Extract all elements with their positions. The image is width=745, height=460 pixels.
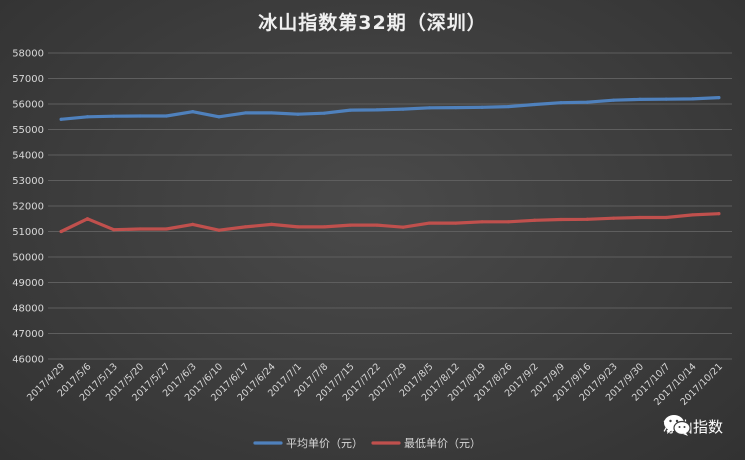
watermark: 冰山指数 (663, 413, 723, 439)
data-point (506, 220, 510, 224)
data-point (717, 212, 721, 216)
data-point (664, 97, 668, 101)
data-point (717, 96, 721, 100)
data-point (112, 114, 116, 118)
data-point (454, 221, 458, 225)
data-point (217, 115, 221, 119)
data-point (138, 227, 142, 231)
y-tick-label: 51000 (12, 227, 44, 238)
data-point (243, 111, 247, 115)
data-point (85, 115, 90, 119)
data-point (401, 225, 405, 229)
y-tick-label: 48000 (12, 304, 44, 315)
data-point (533, 218, 537, 222)
data-point (85, 217, 90, 221)
data-point (59, 229, 63, 234)
data-point (638, 215, 642, 220)
data-point (296, 112, 300, 116)
data-point (59, 117, 63, 121)
data-point (112, 228, 116, 232)
data-point (296, 225, 300, 229)
legend-label: 平均单价（元） (286, 437, 363, 450)
data-point (270, 111, 274, 115)
data-point (322, 225, 326, 229)
data-point (585, 217, 589, 221)
data-point (506, 104, 510, 109)
y-tick-label: 46000 (12, 355, 44, 366)
y-tick-label: 54000 (12, 151, 44, 162)
data-point (585, 100, 589, 104)
y-tick-label: 57000 (12, 74, 44, 85)
data-point (164, 114, 168, 118)
data-point (533, 102, 537, 107)
data-point (164, 227, 168, 231)
data-point (217, 228, 221, 232)
data-point (270, 222, 274, 226)
data-point (690, 213, 695, 217)
data-point (427, 106, 432, 110)
y-tick-label: 58000 (12, 49, 44, 60)
data-point (191, 222, 195, 226)
data-point (138, 114, 142, 118)
series-line-2 (59, 212, 721, 234)
data-point (559, 217, 563, 222)
y-tick-label: 47000 (12, 329, 44, 340)
data-point (348, 108, 353, 112)
data-point (191, 110, 195, 114)
data-point (638, 97, 642, 102)
legend-label: 最低单价（元） (404, 437, 481, 450)
y-tick-label: 56000 (12, 100, 44, 111)
data-point (375, 223, 379, 227)
data-point (375, 108, 379, 112)
data-point (348, 223, 353, 227)
data-point (427, 221, 432, 225)
data-point (454, 105, 458, 110)
data-point (243, 225, 247, 229)
data-point (612, 216, 616, 220)
data-point (480, 220, 484, 224)
chart-title: 冰山指数第32期（深圳） (258, 12, 487, 34)
y-tick-label: 53000 (12, 176, 44, 187)
data-point (401, 107, 405, 111)
wechat-icon (663, 415, 691, 436)
data-point (480, 105, 484, 109)
y-tick-label: 52000 (12, 202, 44, 213)
y-tick-label: 55000 (12, 125, 44, 136)
data-point (559, 101, 563, 105)
series-line-1 (59, 95, 721, 121)
data-point (322, 111, 326, 115)
y-tick-label: 50000 (12, 253, 44, 264)
data-point (664, 215, 668, 220)
data-point (612, 98, 616, 102)
data-point (690, 97, 695, 101)
y-tick-label: 49000 (12, 278, 44, 289)
